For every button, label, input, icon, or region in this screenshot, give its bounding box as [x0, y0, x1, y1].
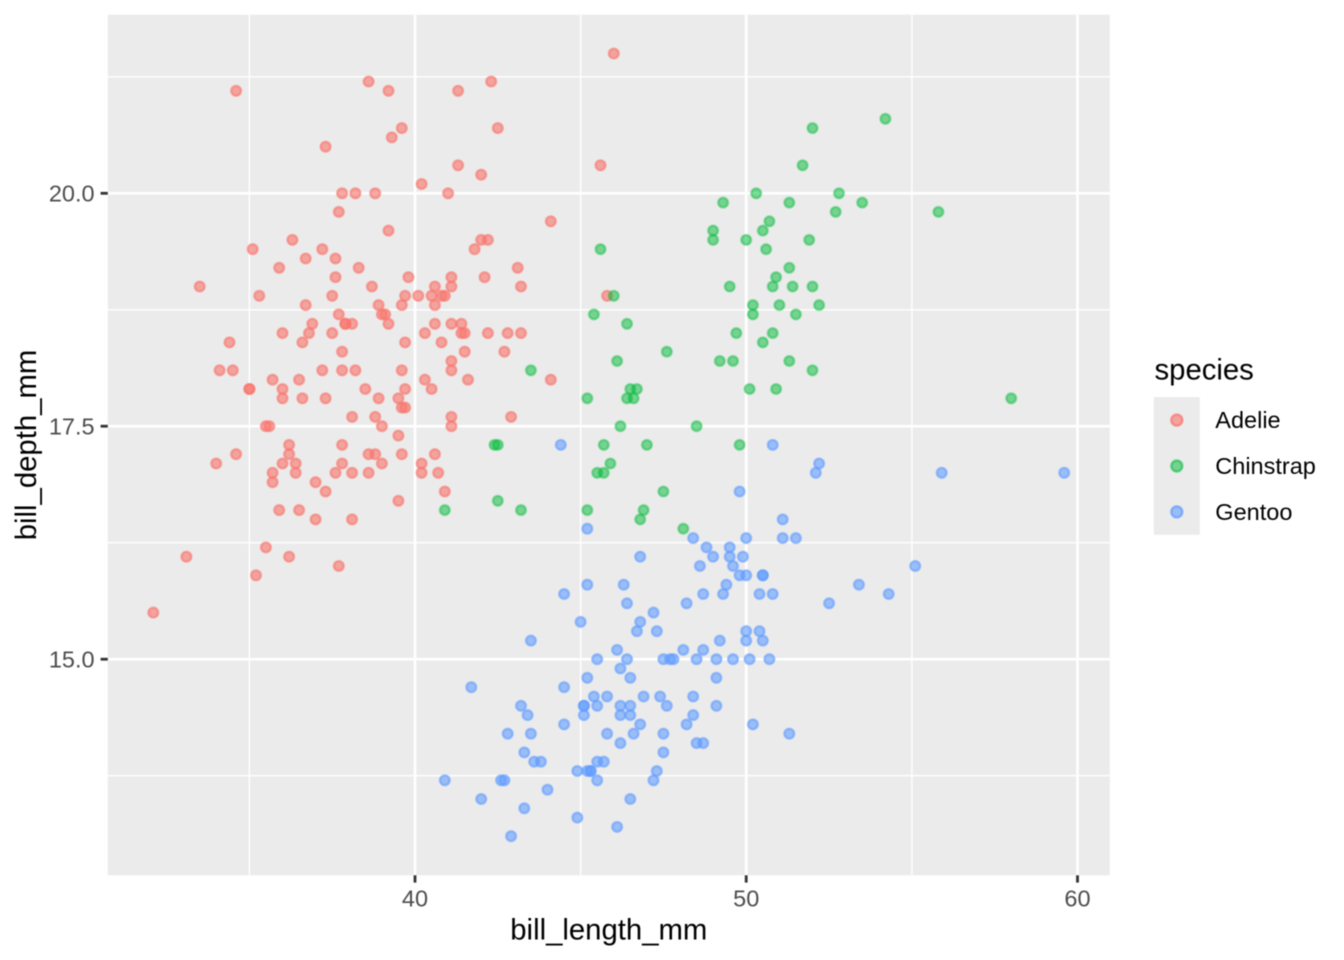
svg-text:Gentoo: Gentoo [1215, 499, 1292, 525]
svg-text:40: 40 [402, 885, 428, 911]
svg-text:17.5: 17.5 [49, 413, 95, 439]
svg-text:60: 60 [1064, 885, 1090, 911]
svg-text:15.0: 15.0 [49, 646, 95, 672]
svg-text:20.0: 20.0 [49, 181, 95, 207]
svg-text:50: 50 [733, 885, 759, 911]
svg-text:bill_depth_mm: bill_depth_mm [10, 350, 43, 541]
svg-text:species: species [1155, 354, 1254, 387]
svg-text:bill_length_mm: bill_length_mm [510, 914, 707, 947]
svg-text:Chinstrap: Chinstrap [1215, 453, 1316, 479]
svg-text:Adelie: Adelie [1215, 407, 1280, 433]
